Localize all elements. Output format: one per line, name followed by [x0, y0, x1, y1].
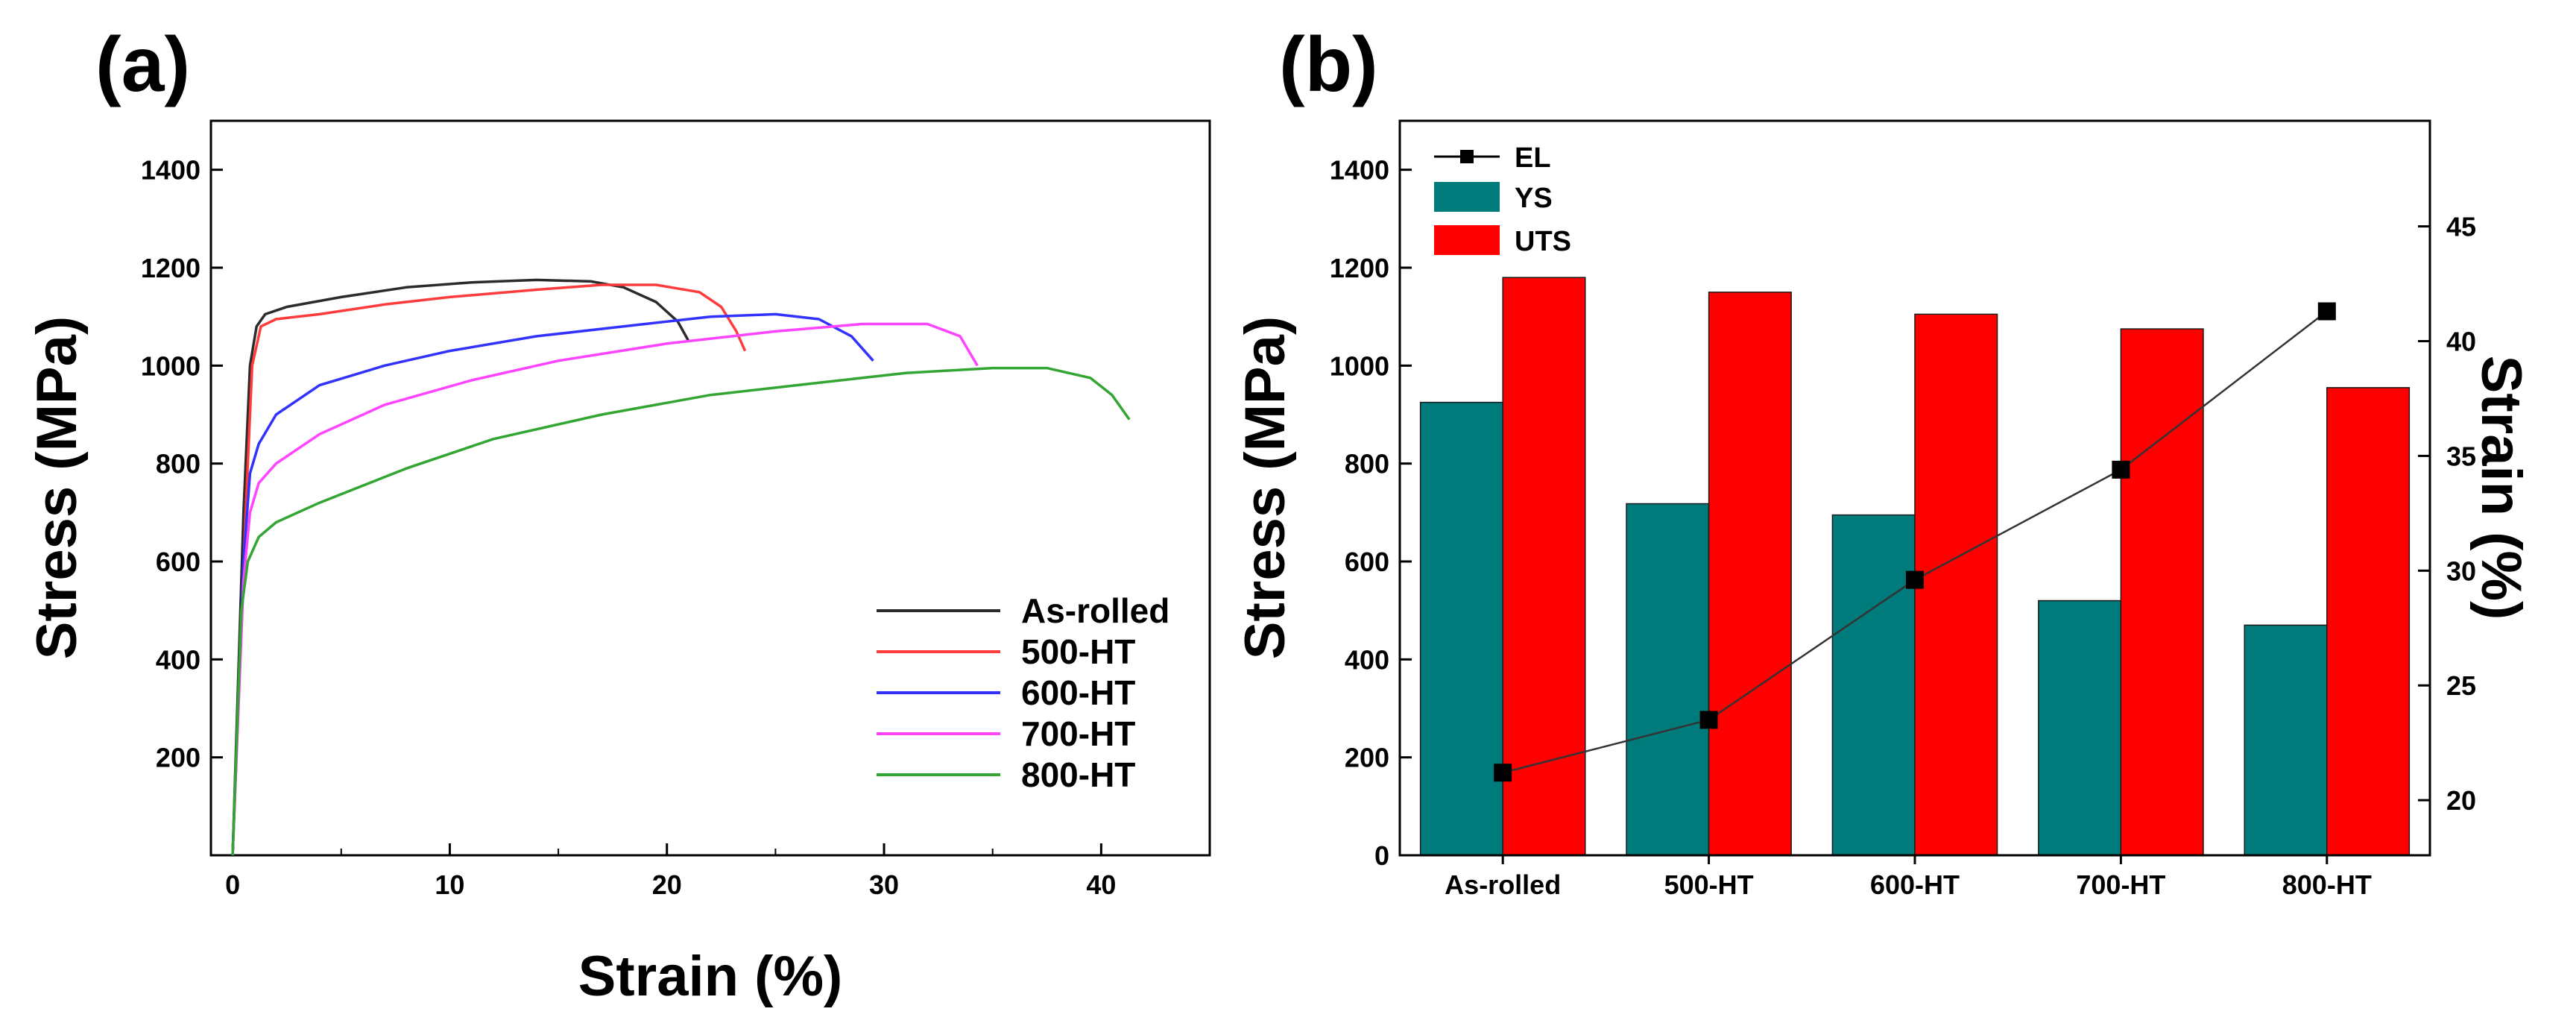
panel-a-stress-strain-chart: (a) 200 400 600 800 1000 1200 1400 0 10 20 30 40 A…: [25, 22, 1211, 1008]
panel-b-right-y-axis-title: Strain (%): [2469, 356, 2533, 620]
y-tick-label: 600: [156, 547, 201, 577]
left-y-tick-label: 1400: [1330, 155, 1389, 186]
panel-b-label: (b): [1279, 22, 1378, 108]
panel-a-plot-frame: [209, 119, 1211, 857]
right-y-tick-label: 20: [2446, 785, 2476, 816]
left-y-tick-label: 600: [1345, 547, 1389, 577]
panel-a-y-axis-title: Stress (MPa): [25, 316, 89, 659]
el-point-500-ht: [1699, 711, 1718, 729]
x-tick-label: 10: [435, 869, 464, 900]
x-tick-label: 20: [652, 869, 682, 900]
x-category-label-as-rolled: As-rolled: [1445, 869, 1561, 900]
panel-a-label: (a): [95, 22, 190, 108]
y-tick-label: 400: [156, 644, 201, 675]
legend-label-uts: UTS: [1515, 226, 1571, 257]
right-y-tick-label: 35: [2446, 441, 2476, 471]
legend-label-ys: YS: [1515, 183, 1553, 214]
bar-ys-as-rolled: [1419, 401, 1503, 856]
legend-label-el: EL: [1515, 142, 1551, 174]
y-tick-label: 1000: [141, 350, 201, 381]
x-tick-label: 0: [225, 869, 240, 900]
x-category-label-500-ht: 500-HT: [1664, 869, 1754, 900]
panel-a-x-axis-title: Strain (%): [578, 945, 843, 1008]
left-y-tick-label: 0: [1374, 840, 1389, 871]
panel-b-bar-chart: (b) 0 200 400 600 800 1000 1200 1400 20 25 30 35 40…: [1234, 22, 2533, 900]
legend-label-700-ht: 700-HT: [1021, 714, 1135, 753]
right-y-tick-label: 45: [2446, 212, 2476, 242]
bar-uts-800-ht: [2326, 387, 2411, 856]
x-tick-label: 40: [1086, 869, 1116, 900]
y-tick-label: 1200: [141, 253, 201, 283]
bar-ys-800-ht: [2244, 624, 2328, 856]
left-y-tick-label: 400: [1345, 644, 1389, 675]
bar-uts-as-rolled: [1502, 277, 1586, 856]
bar-uts-600-ht: [1914, 313, 1998, 856]
legend-swatch-ys: [1434, 182, 1500, 212]
panel-a-y-axis: 200 400 600 800 1000 1200 1400: [141, 155, 223, 773]
el-point-800-ht: [2317, 302, 2336, 321]
x-category-label-700-ht: 700-HT: [2076, 869, 2165, 900]
panel-a-x-axis: 0 10 20 30 40: [225, 843, 1116, 900]
x-category-label-800-ht: 800-HT: [2282, 869, 2372, 900]
panel-b-left-y-axis: 0 200 400 600 800 1000 1200 1400: [1330, 155, 1412, 871]
left-y-tick-label: 1200: [1330, 253, 1389, 283]
bar-uts-700-ht: [2120, 328, 2204, 856]
legend-swatch-el-marker: [1460, 150, 1474, 163]
left-y-tick-label: 1000: [1330, 350, 1389, 381]
right-y-tick-label: 25: [2446, 670, 2476, 701]
right-y-tick-label: 40: [2446, 327, 2476, 357]
panel-b-left-y-axis-title: Stress (MPa): [1234, 316, 1297, 659]
legend-label-500-ht: 500-HT: [1021, 632, 1135, 671]
x-tick-label: 30: [869, 869, 899, 900]
series-line-600-ht: [231, 312, 874, 856]
panel-b-el-line-group: [1494, 302, 2336, 782]
right-y-tick-label: 30: [2446, 556, 2476, 586]
series-line-as-rolled: [231, 278, 690, 856]
y-tick-label: 800: [156, 449, 201, 479]
bar-ys-600-ht: [1831, 514, 1916, 856]
series-line-700-ht: [231, 322, 979, 856]
left-y-tick-label: 200: [1345, 743, 1389, 773]
x-category-label-600-ht: 600-HT: [1870, 869, 1960, 900]
bar-ys-500-ht: [1626, 503, 1710, 856]
panel-b-x-axis: As-rolled 500-HT 600-HT 700-HT 800-HT: [1445, 855, 2372, 900]
y-tick-label: 1400: [141, 155, 201, 186]
series-line-500-ht: [231, 283, 747, 856]
el-point-700-ht: [2112, 460, 2130, 479]
legend-swatch-uts: [1434, 225, 1500, 255]
legend-label-600-ht: 600-HT: [1021, 673, 1135, 712]
panel-b-bars-group: [1419, 277, 2411, 856]
series-line-800-ht: [231, 366, 1131, 856]
el-point-as-rolled: [1494, 764, 1512, 782]
legend-label-800-ht: 800-HT: [1021, 755, 1135, 794]
legend-label-as-rolled: As-rolled: [1021, 591, 1169, 630]
panel-a-series-group: [231, 278, 1131, 856]
panel-b-right-y-axis: 20 25 30 35 40 45: [2418, 212, 2476, 816]
y-tick-label: 200: [156, 743, 201, 773]
panel-b-legend: EL YS UTS: [1434, 142, 1571, 257]
bar-ys-700-ht: [2038, 600, 2122, 856]
el-point-600-ht: [1906, 570, 1924, 589]
bar-uts-500-ht: [1708, 292, 1792, 856]
left-y-tick-label: 800: [1345, 449, 1389, 479]
